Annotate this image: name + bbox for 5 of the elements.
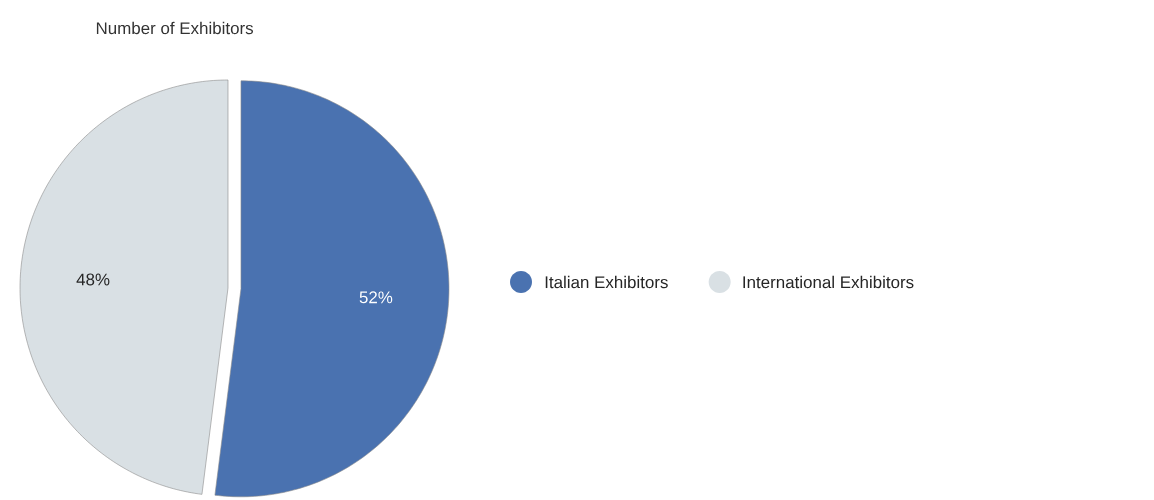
chart-title: Number of Exhibitors [96, 21, 254, 35]
legend-label: International Exhibitors [743, 275, 914, 289]
data-label: 48% [76, 273, 110, 286]
data-label: 52% [359, 291, 393, 304]
legend-label: Italian Exhibitors [545, 275, 668, 289]
